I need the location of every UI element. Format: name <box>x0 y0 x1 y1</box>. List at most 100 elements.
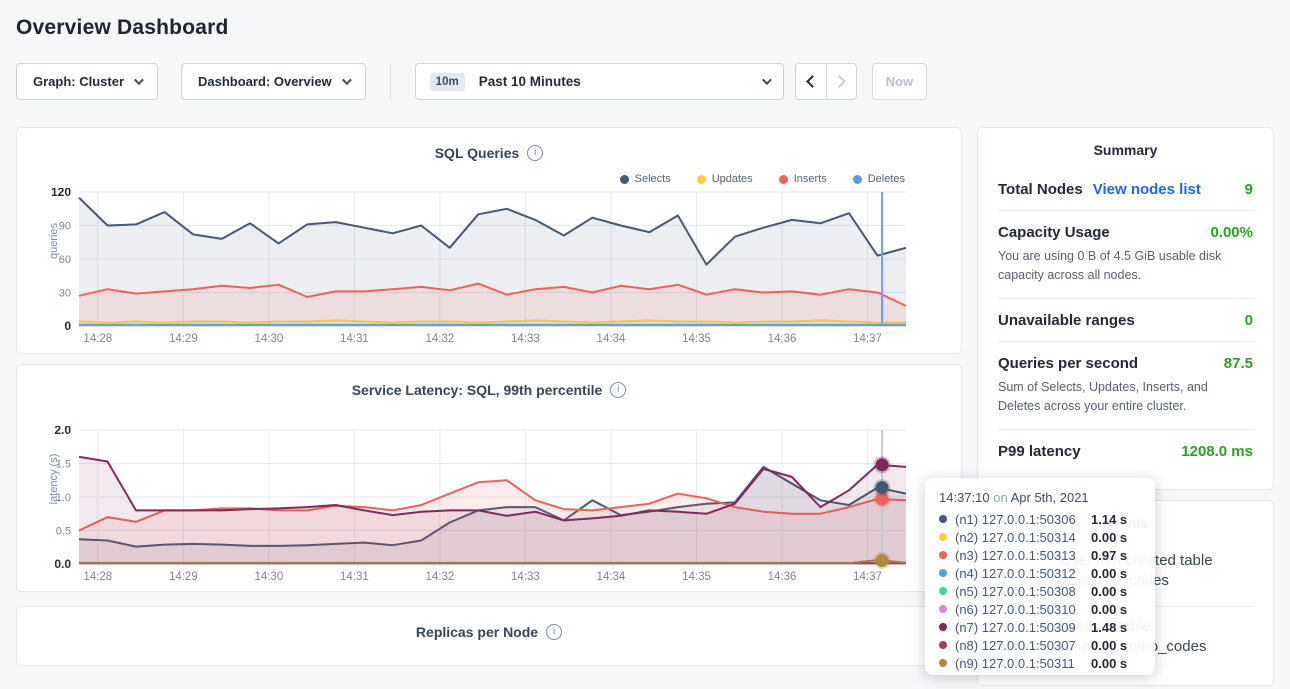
tooltip-node-label: (n9) 127.0.0.1:50311 <box>955 655 1075 671</box>
charts-column: SQL Queries i Selects Updates Inserts Delet… <box>16 127 962 676</box>
y-axis-label: queries <box>48 222 60 259</box>
service-latency-chart[interactable]: 14:28 14:29 14:30 14:31 14:32 14:33 14:34 14:35… <box>17 423 963 586</box>
time-range-selector[interactable]: 10m Past 10 Minutes <box>414 63 784 100</box>
chevron-down-icon <box>761 75 772 86</box>
y-tick-label: 90 <box>59 221 71 233</box>
series-line <box>78 479 907 532</box>
summary-rows: Total Nodes View nodes list 9 Capacity Usag… <box>998 168 1253 472</box>
prev-time-button[interactable] <box>796 64 826 99</box>
summary-value: 0 <box>1244 311 1253 329</box>
tooltip-header: 14:37:10 on Apr 5th, 2021 <box>939 490 1141 505</box>
graph-dropdown[interactable]: Graph: Cluster <box>16 63 159 100</box>
x-tick-label: 14:30 <box>254 333 283 345</box>
tooltip-node-label: (n8) 127.0.0.1:50307 <box>955 637 1076 653</box>
legend-label: Updates <box>711 173 753 185</box>
series-line <box>78 196 907 266</box>
summary-row: P99 latency 1208.0 ms <box>998 428 1253 472</box>
dashboard-dropdown-label: Dashboard: Overview <box>198 74 332 89</box>
node-color-dot-icon <box>939 605 947 613</box>
y-tick-label: 60 <box>59 254 71 266</box>
node-color-dot-icon <box>939 515 947 523</box>
x-tick-label: 14:30 <box>254 571 283 583</box>
tooltip-node-value: 0.00 s <box>1091 655 1128 671</box>
service-latency-card: Service Latency: SQL, 99th percentile i … <box>16 364 962 592</box>
info-icon[interactable]: i <box>610 382 627 398</box>
x-tick-label: 14:35 <box>682 333 711 345</box>
summary-value: 0.00% <box>1210 224 1253 241</box>
node-color-dot-icon <box>939 623 947 631</box>
tooltip-row: (n9) 127.0.0.1:50311 0.00 s <box>939 654 1141 672</box>
legend-dot-icon <box>696 174 706 184</box>
summary-label: Queries per second <box>998 354 1139 372</box>
tooltip-node-label: (n6) 127.0.0.1:50310 <box>955 601 1076 617</box>
x-tick-label: 14:36 <box>768 333 797 345</box>
tooltip-time: 14:37:10 <box>939 490 990 505</box>
summary-label: P99 latency <box>998 442 1081 460</box>
tooltip-row: (n6) 127.0.0.1:50310 0.00 s <box>939 600 1141 618</box>
series-line <box>79 559 907 565</box>
x-tick-label: 14:31 <box>340 571 369 583</box>
y-tick-label: 0.0 <box>54 557 71 571</box>
replicas-per-node-card: Replicas per Node i <box>16 606 962 666</box>
x-tick-label: 14:37 <box>853 333 882 345</box>
chevron-down-icon <box>341 75 352 86</box>
tooltip-row: (n8) 127.0.0.1:50307 0.00 s <box>939 636 1141 654</box>
node-color-dot-icon <box>939 587 947 595</box>
summary-card: Summary Total Nodes View nodes list 9 Capac… <box>977 127 1274 490</box>
node-color-dot-icon <box>939 569 947 577</box>
tooltip-node-value: 1.48 s <box>1091 619 1128 635</box>
next-time-button[interactable] <box>825 64 856 99</box>
summary-value: 87.5 <box>1223 354 1253 372</box>
tooltip-row: (n1) 127.0.0.1:50306 1.14 s <box>939 510 1141 528</box>
y-tick-label: 30 <box>59 288 71 300</box>
x-tick-label: 14:28 <box>83 333 112 345</box>
node-color-dot-icon <box>939 641 947 649</box>
summary-row: Queries per second 87.5 Sum of Selects, Up… <box>998 340 1253 429</box>
legend-item-updates[interactable]: Updates <box>696 170 753 188</box>
legend-label: Inserts <box>793 173 827 185</box>
x-tick-label: 14:33 <box>511 333 540 345</box>
legend-item-selects[interactable]: Selects <box>619 170 671 188</box>
time-range-label: Past 10 Minutes <box>478 74 581 89</box>
node-color-dot-icon <box>939 551 947 559</box>
tooltip-node-label: (n5) 127.0.0.1:50308 <box>955 583 1076 599</box>
node-color-dot-icon <box>939 533 947 541</box>
hover-dot <box>873 479 891 497</box>
sql-queries-chart[interactable]: 14:28 14:29 14:30 14:31 14:32 14:33 14:34 14:35… <box>17 185 963 348</box>
info-icon[interactable]: i <box>546 624 563 640</box>
now-button[interactable]: Now <box>871 63 928 100</box>
replicas-chart-title: Replicas per Node <box>415 624 539 640</box>
x-tick-label: 14:35 <box>682 571 711 583</box>
dashboard-dropdown[interactable]: Dashboard: Overview <box>181 63 366 100</box>
sql-queries-legend: Selects Updates Inserts Deletes <box>17 164 961 188</box>
summary-label: Capacity Usage <box>998 224 1110 241</box>
sql-queries-chart-title: SQL Queries <box>434 145 520 161</box>
y-tick-label: 1.5 <box>56 459 71 471</box>
y-tick-label: 2.0 <box>54 426 71 437</box>
x-tick-label: 14:28 <box>83 571 112 583</box>
info-icon[interactable]: i <box>527 145 544 161</box>
tooltip-node-value: 0.00 s <box>1091 637 1128 653</box>
tooltip-row: (n7) 127.0.0.1:50309 1.48 s <box>939 618 1141 636</box>
chevron-right-icon <box>832 75 846 88</box>
x-tick-label: 14:36 <box>768 571 797 583</box>
divider <box>389 63 391 100</box>
legend-item-deletes[interactable]: Deletes <box>852 170 905 188</box>
chevron-left-icon <box>806 75 820 88</box>
chart-hover-tooltip: 14:37:10 on Apr 5th, 2021 (n1) 127.0.0.1… <box>925 478 1155 675</box>
tooltip-node-value: 0.00 s <box>1091 565 1128 581</box>
view-nodes-list-link[interactable]: View nodes list <box>1092 181 1201 198</box>
summary-value: 9 <box>1244 181 1253 198</box>
tooltip-node-label: (n2) 127.0.0.1:50314 <box>955 529 1076 545</box>
y-tick-label: 1.0 <box>56 492 71 504</box>
hover-dot <box>873 552 891 570</box>
tooltip-node-value: 0.97 s <box>1091 547 1128 563</box>
tooltip-row: (n2) 127.0.0.1:50314 0.00 s <box>939 528 1141 546</box>
service-latency-chart-title: Service Latency: SQL, 99th percentile <box>351 382 603 398</box>
summary-row: Total Nodes View nodes list 9 <box>998 168 1253 210</box>
x-tick-label: 14:31 <box>340 333 369 345</box>
x-tick-label: 14:29 <box>169 571 198 583</box>
legend-label: Deletes <box>867 173 905 185</box>
legend-item-inserts[interactable]: Inserts <box>778 170 827 188</box>
